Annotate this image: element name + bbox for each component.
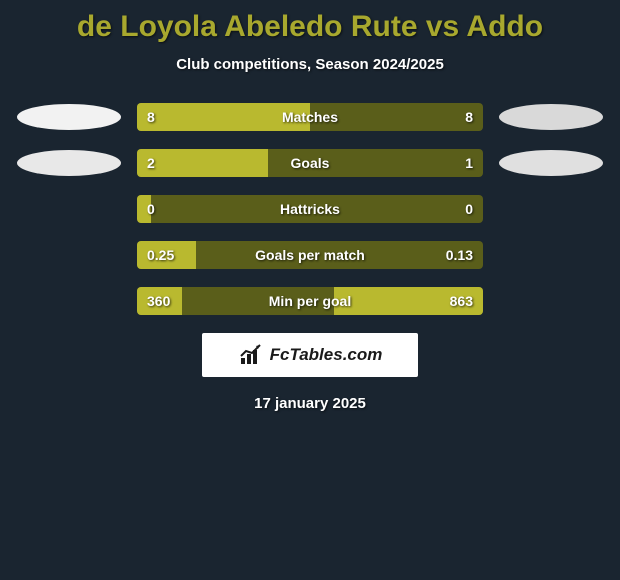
stat-left-value: 8: [147, 109, 155, 125]
player-left-marker: [17, 150, 121, 176]
stat-left-value: 360: [147, 293, 170, 309]
stat-right-value: 863: [450, 293, 473, 309]
stat-left-value: 2: [147, 155, 155, 171]
stat-label: Hattricks: [280, 201, 340, 217]
player-right-marker: [499, 104, 603, 130]
stat-right-value: 0.13: [446, 247, 473, 263]
stat-label: Matches: [282, 109, 338, 125]
player-left-marker: [17, 104, 121, 130]
stat-label: Goals per match: [255, 247, 365, 263]
brand-box[interactable]: FcTables.com: [202, 333, 418, 377]
date-text: 17 january 2025: [0, 395, 620, 412]
stat-left-value: 0.25: [147, 247, 174, 263]
stat-row: 360 863 Min per goal: [0, 287, 620, 315]
stat-bar: 0 0 Hattricks: [137, 195, 483, 223]
stat-right-value: 1: [465, 155, 473, 171]
stat-bar: 8 8 Matches: [137, 103, 483, 131]
brand-text: FcTables.com: [270, 345, 383, 365]
stat-row: 0.25 0.13 Goals per match: [0, 241, 620, 269]
stats-area: 8 8 Matches 2 1 Goals 0 0 Hattricks 0.25 0.13 Goals…: [0, 103, 620, 315]
stat-bar: 0.25 0.13 Goals per match: [137, 241, 483, 269]
stat-row: 2 1 Goals: [0, 149, 620, 177]
stat-label: Goals: [291, 155, 330, 171]
stat-bar: 2 1 Goals: [137, 149, 483, 177]
stat-right-value: 8: [465, 109, 473, 125]
bar-left-fill: [137, 149, 268, 177]
subtitle: Club competitions, Season 2024/2025: [0, 56, 620, 73]
player-right-marker: [499, 150, 603, 176]
page-title: de Loyola Abeledo Rute vs Addo: [0, 10, 620, 44]
brand-row: FcTables.com: [0, 333, 620, 377]
stat-label: Min per goal: [269, 293, 351, 309]
stat-row: 8 8 Matches: [0, 103, 620, 131]
stat-right-value: 0: [465, 201, 473, 217]
comparison-card: de Loyola Abeledo Rute vs Addo Club comp…: [0, 0, 620, 412]
stat-left-value: 0: [147, 201, 155, 217]
chart-icon: [238, 344, 266, 366]
stat-row: 0 0 Hattricks: [0, 195, 620, 223]
stat-bar: 360 863 Min per goal: [137, 287, 483, 315]
